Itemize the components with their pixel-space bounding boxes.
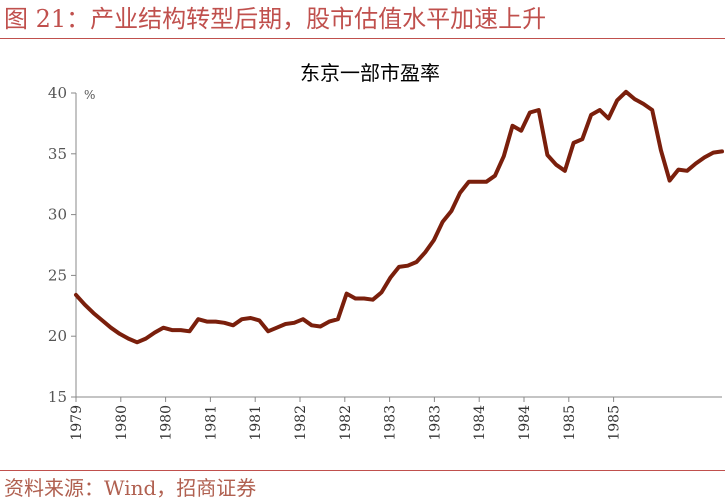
y-tick-label: 25 xyxy=(48,266,67,284)
plot-area xyxy=(74,89,724,345)
chart-title: 东京一部市盈率 xyxy=(300,61,440,85)
y-tick-label: 35 xyxy=(48,145,67,163)
x-tick-label: 1982 xyxy=(338,405,354,441)
x-tick-label: 1981 xyxy=(203,405,219,441)
x-tick-label: 1983 xyxy=(383,405,399,441)
line-chart: 东京一部市盈率 15 20 25 30 35 40 % 1979 1980 1980 1981 198… xyxy=(48,61,724,441)
x-tick-label: 1985 xyxy=(562,405,578,441)
source-rule xyxy=(0,470,725,471)
axes: 15 20 25 30 35 40 % 1979 1980 1980 1981 1981 1982 198… xyxy=(48,84,722,441)
series-line xyxy=(74,89,724,345)
x-tick-label: 1984 xyxy=(472,405,488,441)
x-tick-label: 1980 xyxy=(159,405,175,441)
y-unit-label: % xyxy=(84,88,95,102)
x-tick-label: 1979 xyxy=(69,405,85,441)
x-tick-label: 1981 xyxy=(248,405,264,441)
x-tick-label: 1985 xyxy=(607,405,623,441)
x-tick-label: 1982 xyxy=(293,405,309,441)
x-tick-label: 1980 xyxy=(114,405,130,441)
y-tick-label: 30 xyxy=(48,206,67,224)
x-tick-label: 1984 xyxy=(517,405,533,441)
x-tick-label: 1983 xyxy=(427,405,443,441)
title-rule xyxy=(0,38,725,39)
y-tick-label: 20 xyxy=(48,327,67,345)
figure-title: 图 21：产业结构转型后期，股市估值水平加速上升 xyxy=(4,5,547,33)
y-tick-label: 40 xyxy=(48,84,67,102)
y-tick-label: 15 xyxy=(48,388,67,406)
source-note: 资料来源：Wind，招商证券 xyxy=(4,476,257,500)
